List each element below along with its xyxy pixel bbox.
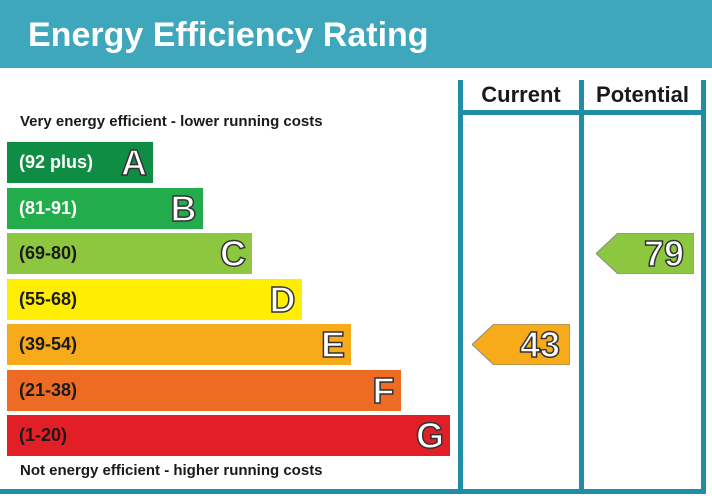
band-letter: G: [415, 414, 445, 457]
divider-middle: [579, 80, 584, 492]
title-bar: Energy Efficiency Rating: [0, 0, 712, 68]
band-letter: D: [269, 278, 297, 321]
divider-right: [701, 80, 706, 492]
current-rating-value: 43: [519, 323, 561, 366]
band-letter: B: [170, 187, 198, 230]
band-letter: A: [120, 141, 148, 184]
band-range-label: (81-91): [19, 197, 78, 218]
potential-rating-arrow: 79: [596, 232, 694, 275]
band-letter: F: [372, 369, 396, 412]
potential-arrow-shape: [596, 233, 694, 274]
band-d: (55-68) D: [7, 278, 302, 321]
band-c: (69-80) C: [7, 232, 252, 275]
potential-rating-value: 79: [643, 232, 685, 275]
band-a: (92 plus) A: [7, 141, 153, 184]
current-arrow-shape: [472, 324, 570, 365]
column-header-current: Current: [481, 82, 561, 107]
band-letter: E: [320, 323, 346, 366]
band-range-label: (21-38): [19, 379, 78, 400]
band-range-label: (39-54): [19, 334, 78, 354]
current-rating-arrow: 43: [472, 323, 570, 366]
bottom-border: [0, 489, 706, 494]
band-g: (1-20) G: [7, 414, 450, 457]
band-range-label: (92 plus): [19, 152, 94, 172]
band-e: (39-54) E: [7, 323, 351, 366]
top-note: Very energy efficient - lower running co…: [20, 113, 323, 130]
divider-left: [458, 80, 463, 492]
bottom-note: Not energy efficient - higher running co…: [20, 462, 323, 479]
band-b: (81-91) B: [7, 187, 203, 230]
band-range-label: (55-68): [19, 288, 78, 309]
header-underline: [458, 110, 706, 115]
band-range-label: (1-20): [19, 425, 68, 445]
band-letter: C: [219, 232, 247, 275]
band-f: (21-38) F: [7, 369, 401, 412]
chart-title: Energy Efficiency Rating: [28, 16, 429, 54]
band-range-label: (69-80): [19, 243, 78, 263]
column-header-potential: Potential: [596, 82, 689, 107]
